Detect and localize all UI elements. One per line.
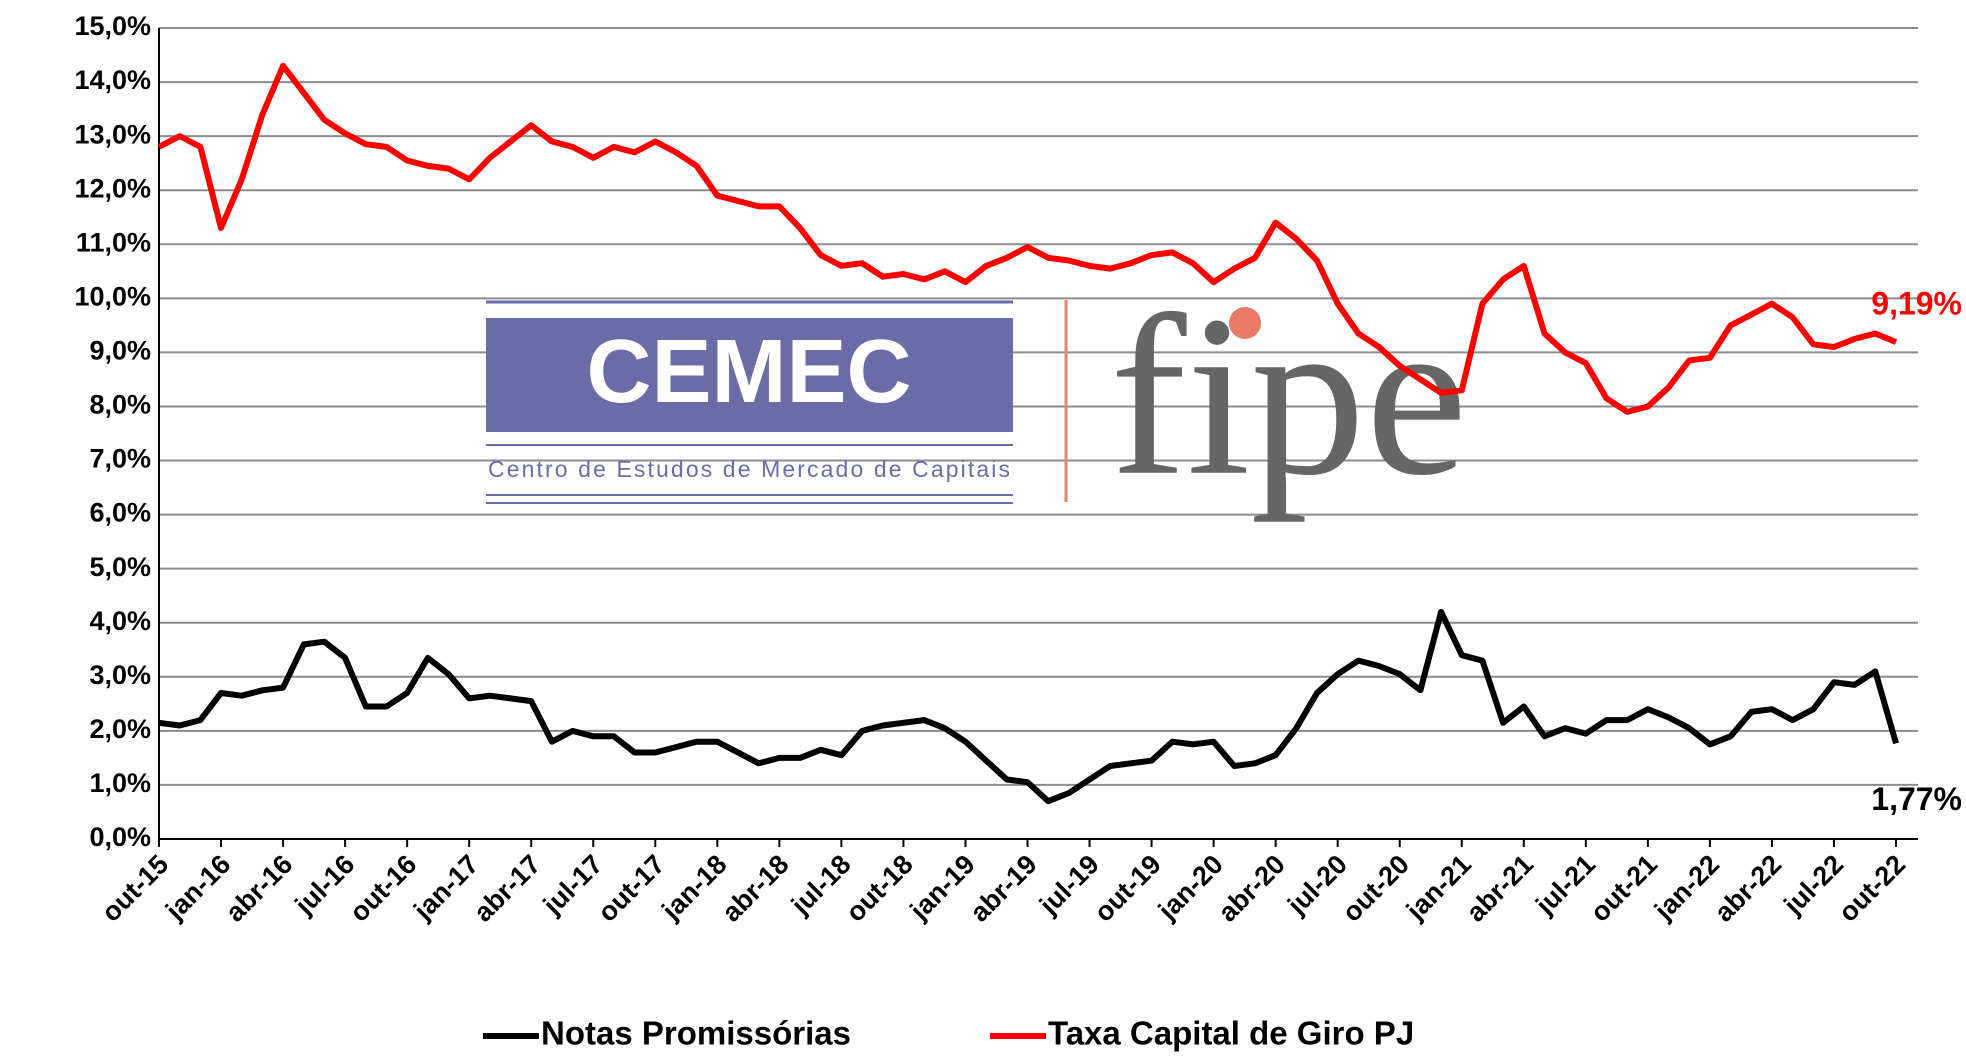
y-tick-label: 1,0% bbox=[89, 768, 151, 798]
x-tick-label: abr-21 bbox=[1461, 849, 1540, 928]
x-tick-label: abr-22 bbox=[1709, 849, 1788, 928]
y-tick-label: 9,0% bbox=[89, 336, 151, 366]
y-tick-label: 8,0% bbox=[89, 390, 151, 420]
x-tick-label: abr-16 bbox=[220, 849, 299, 928]
y-tick-label: 0,0% bbox=[89, 822, 151, 852]
x-tick-label: jan-16 bbox=[159, 849, 236, 926]
x-tick-label: jan-22 bbox=[1648, 849, 1725, 926]
logo-subtitle: Centro de Estudos de Mercado de Capitais bbox=[488, 456, 1010, 482]
x-tick-label: out-21 bbox=[1585, 849, 1663, 927]
x-tick-label: out-18 bbox=[840, 849, 918, 927]
y-tick-label: 15,0% bbox=[74, 11, 151, 41]
x-tick-label: jan-18 bbox=[655, 849, 732, 926]
y-tick-label: 13,0% bbox=[74, 119, 151, 149]
x-tick-label: out-15 bbox=[96, 849, 174, 927]
logo-partner: fipe bbox=[1110, 268, 1468, 523]
logo-box bbox=[486, 318, 1013, 432]
logo-name: CEMEC bbox=[586, 322, 911, 422]
logo-dot bbox=[1229, 307, 1261, 339]
data-label: 9,19% bbox=[1871, 286, 1962, 322]
y-tick-label: 14,0% bbox=[74, 65, 151, 95]
y-tick-label: 4,0% bbox=[89, 606, 151, 636]
logo: CEMEC Centro de Estudos de Mercado de Ca… bbox=[486, 268, 1468, 523]
y-tick-label: 12,0% bbox=[74, 173, 151, 203]
x-tick-label: abr-18 bbox=[716, 849, 795, 928]
x-tick-label: jan-20 bbox=[1152, 849, 1229, 926]
x-tick-label: abr-20 bbox=[1212, 849, 1291, 928]
y-tick-label: 7,0% bbox=[89, 444, 151, 474]
x-tick-label: abr-19 bbox=[964, 849, 1043, 928]
x-tick-label: out-17 bbox=[592, 849, 670, 927]
x-tick-label: out-16 bbox=[344, 849, 422, 927]
legend-label: Taxa Capital de Giro PJ bbox=[1048, 1015, 1414, 1052]
y-tick-label: 2,0% bbox=[89, 714, 151, 744]
x-tick-label: jan-17 bbox=[407, 849, 484, 926]
y-tick-label: 6,0% bbox=[89, 498, 151, 528]
x-tick-label: out-20 bbox=[1337, 849, 1415, 927]
y-tick-label: 11,0% bbox=[76, 227, 151, 257]
x-tick-label: jan-21 bbox=[1400, 849, 1477, 926]
series-line bbox=[157, 62, 1898, 415]
series-line bbox=[158, 608, 1899, 805]
legend-label: Notas Promissórias bbox=[541, 1015, 851, 1052]
y-tick-label: 10,0% bbox=[74, 281, 151, 311]
grid bbox=[159, 27, 1918, 840]
x-tick-label: out-22 bbox=[1833, 849, 1911, 927]
x-tick-label: abr-17 bbox=[468, 849, 547, 928]
x-tick-label: jan-19 bbox=[904, 849, 981, 926]
y-tick-label: 3,0% bbox=[89, 660, 151, 690]
x-tick-label: out-19 bbox=[1088, 849, 1166, 927]
data-label: 1,77% bbox=[1871, 781, 1962, 817]
y-tick-label: 5,0% bbox=[89, 552, 151, 582]
